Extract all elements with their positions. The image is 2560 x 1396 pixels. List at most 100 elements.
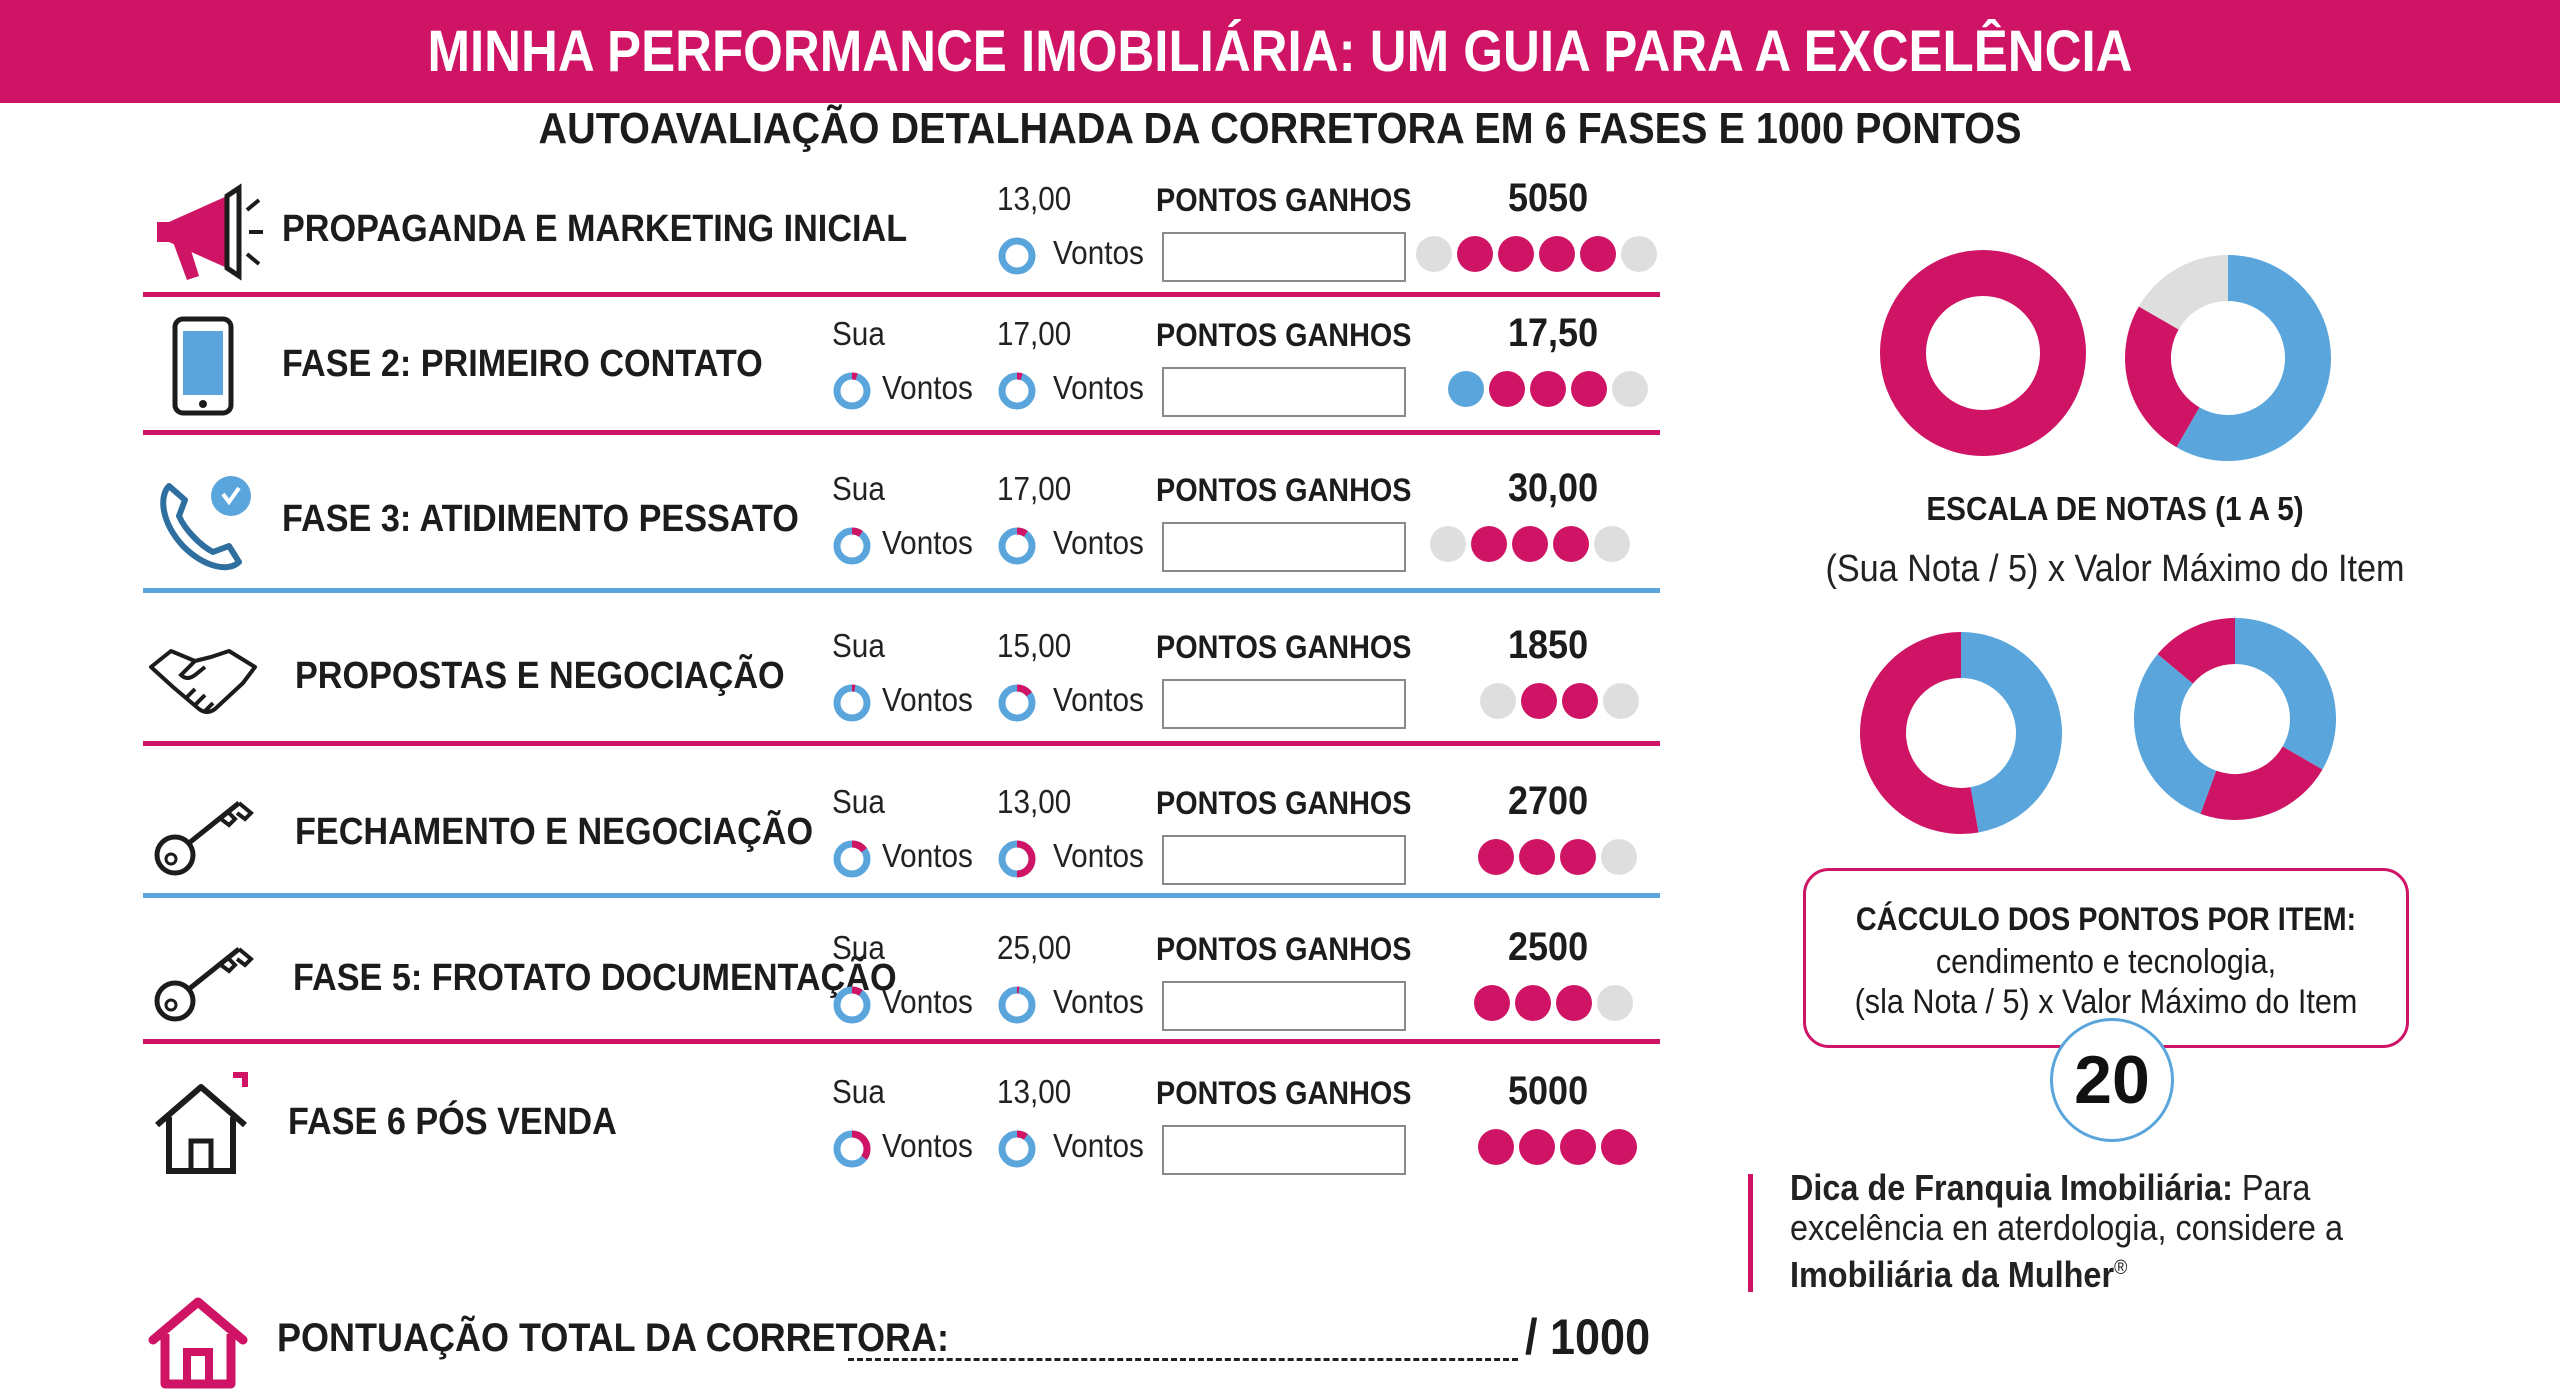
rating-dot[interactable] — [1498, 236, 1534, 272]
sua-label: Sua — [832, 929, 885, 966]
rating-dot[interactable] — [1489, 371, 1525, 407]
sua-rating-ring[interactable] — [832, 683, 872, 723]
rating-dot[interactable] — [1594, 526, 1630, 562]
key-icon — [143, 919, 263, 1039]
rating-dots — [1430, 526, 1630, 562]
rating-dot[interactable] — [1580, 236, 1616, 272]
rating-dot[interactable] — [1560, 1129, 1596, 1165]
donut-segment — [2234, 618, 2336, 770]
phase-title: FASE 5: FROTATO DOCUMENTAÇÃO — [293, 957, 897, 999]
rating-dot[interactable] — [1474, 985, 1510, 1021]
rating-dot[interactable] — [1416, 236, 1452, 272]
rating-dot[interactable] — [1601, 1129, 1637, 1165]
donut-chart-3 — [1860, 632, 2062, 834]
value-rating-ring[interactable] — [997, 1129, 1037, 1169]
sua-label: Sua — [832, 627, 885, 664]
sua-rating-ring[interactable] — [832, 1129, 872, 1169]
sua-rating-ring[interactable] — [832, 371, 872, 411]
sua-vontos-label: Vontos — [882, 983, 973, 1020]
rating-dot[interactable] — [1530, 371, 1566, 407]
pontos-ganhos-input[interactable] — [1162, 1125, 1406, 1175]
grade-scale-label: ESCALA DE NOTAS (1 A 5) — [1926, 490, 2304, 527]
rating-dot[interactable] — [1519, 839, 1555, 875]
tip-accent-bar — [1748, 1174, 1753, 1292]
pontos-ganhos-input[interactable] — [1162, 679, 1406, 729]
pontos-ganhos-input[interactable] — [1162, 835, 1406, 885]
rating-dot[interactable] — [1457, 236, 1493, 272]
pontos-ganhos-input[interactable] — [1162, 522, 1406, 572]
rating-dot[interactable] — [1560, 839, 1596, 875]
rating-dot[interactable] — [1519, 1129, 1555, 1165]
rating-dots — [1448, 371, 1648, 407]
phase-title: FASE 2: PRIMEIRO CONTATO — [282, 343, 763, 385]
rating-dot[interactable] — [1478, 1129, 1514, 1165]
rating-dot[interactable] — [1512, 526, 1548, 562]
sua-label: Sua — [832, 315, 885, 352]
phase-score: 5000 — [1508, 1069, 1589, 1113]
max-value: 15,00 — [997, 627, 1072, 664]
rating-dots — [1480, 683, 1639, 719]
max-value: 13,00 — [997, 1073, 1072, 1110]
phone-icon — [143, 460, 263, 580]
phase-score: 1850 — [1508, 623, 1589, 667]
value-rating-ring[interactable] — [997, 236, 1037, 276]
pontos-ganhos-input[interactable] — [1162, 981, 1406, 1031]
donut-segment — [2157, 618, 2236, 685]
rating-dot[interactable] — [1556, 985, 1592, 1021]
rating-dot[interactable] — [1571, 371, 1607, 407]
total-score-blank[interactable] — [848, 1358, 1518, 1361]
rating-dot[interactable] — [1515, 985, 1551, 1021]
value-rating-ring[interactable] — [997, 985, 1037, 1025]
rating-dot[interactable] — [1539, 236, 1575, 272]
phase-row: FASE 2: PRIMEIRO CONTATO Sua Vontos 17,00 … — [143, 305, 1660, 425]
vontos-label: Vontos — [1053, 1127, 1144, 1164]
phase-title: FASE 6 PÓS VENDA — [288, 1101, 617, 1143]
rating-dot[interactable] — [1621, 236, 1657, 272]
pontos-ganhos-label: PONTOS GANHOS — [1156, 472, 1412, 508]
sua-rating-ring[interactable] — [832, 985, 872, 1025]
tip-text: Para excelência en aterdologia, consider… — [1790, 1167, 2343, 1248]
rating-dot[interactable] — [1597, 985, 1633, 1021]
rating-dot[interactable] — [1521, 683, 1557, 719]
grade-formula: (Sua Nota / 5) x Valor Máximo do Item — [1825, 548, 2405, 590]
rating-dot[interactable] — [1448, 371, 1484, 407]
pontos-ganhos-input[interactable] — [1162, 232, 1406, 282]
calculation-line-1: cendimento e tecnologia, — [1935, 943, 2277, 981]
pontos-ganhos-input[interactable] — [1162, 367, 1406, 417]
rating-dot[interactable] — [1480, 683, 1516, 719]
page-title: MINHA PERFORMANCE IMOBILIÁRIA: UM GUIA P… — [427, 19, 2133, 84]
rating-dot[interactable] — [1612, 371, 1648, 407]
score-badge: 20 — [2050, 1018, 2174, 1142]
house-icon — [143, 1063, 263, 1183]
value-rating-ring[interactable] — [997, 839, 1037, 879]
sua-rating-ring[interactable] — [832, 839, 872, 879]
rating-dot[interactable] — [1478, 839, 1514, 875]
rating-dot[interactable] — [1562, 683, 1598, 719]
phase-title: FECHAMENTO E NEGOCIAÇÃO — [295, 811, 814, 853]
smartphone-icon — [143, 305, 263, 425]
donut-segment — [2176, 255, 2331, 461]
title-banner — [0, 0, 2560, 103]
rating-dot[interactable] — [1471, 526, 1507, 562]
value-rating-ring[interactable] — [997, 526, 1037, 566]
phase-row: FASE 3: ATIDIMENTO PESSATO Sua Vontos 17,0… — [143, 455, 1660, 585]
value-rating-ring[interactable] — [997, 371, 1037, 411]
row-separator — [143, 741, 1660, 746]
calculation-title: CÁCCULO DOS PONTOS POR ITEM: — [1855, 901, 2357, 937]
pontos-ganhos-label: PONTOS GANHOS — [1156, 629, 1412, 665]
rating-dot[interactable] — [1430, 526, 1466, 562]
sua-rating-ring[interactable] — [832, 526, 872, 566]
row-separator — [143, 1039, 1660, 1044]
rating-dot[interactable] — [1603, 683, 1639, 719]
rating-dot[interactable] — [1553, 526, 1589, 562]
phase-score: 5050 — [1508, 176, 1589, 220]
rating-dot[interactable] — [1601, 839, 1637, 875]
pontos-ganhos-label: PONTOS GANHOS — [1156, 182, 1412, 218]
sua-label: Sua — [832, 1073, 885, 1110]
registered-mark: ® — [2114, 1257, 2128, 1279]
donut-segment — [2125, 306, 2201, 448]
value-rating-ring[interactable] — [997, 683, 1037, 723]
row-separator — [143, 430, 1660, 435]
calculation-line-2: (sla Nota / 5) x Valor Máximo do Item — [1854, 983, 2358, 1021]
phase-title: PROPAGANDA E MARKETING INICIAL — [282, 208, 908, 250]
